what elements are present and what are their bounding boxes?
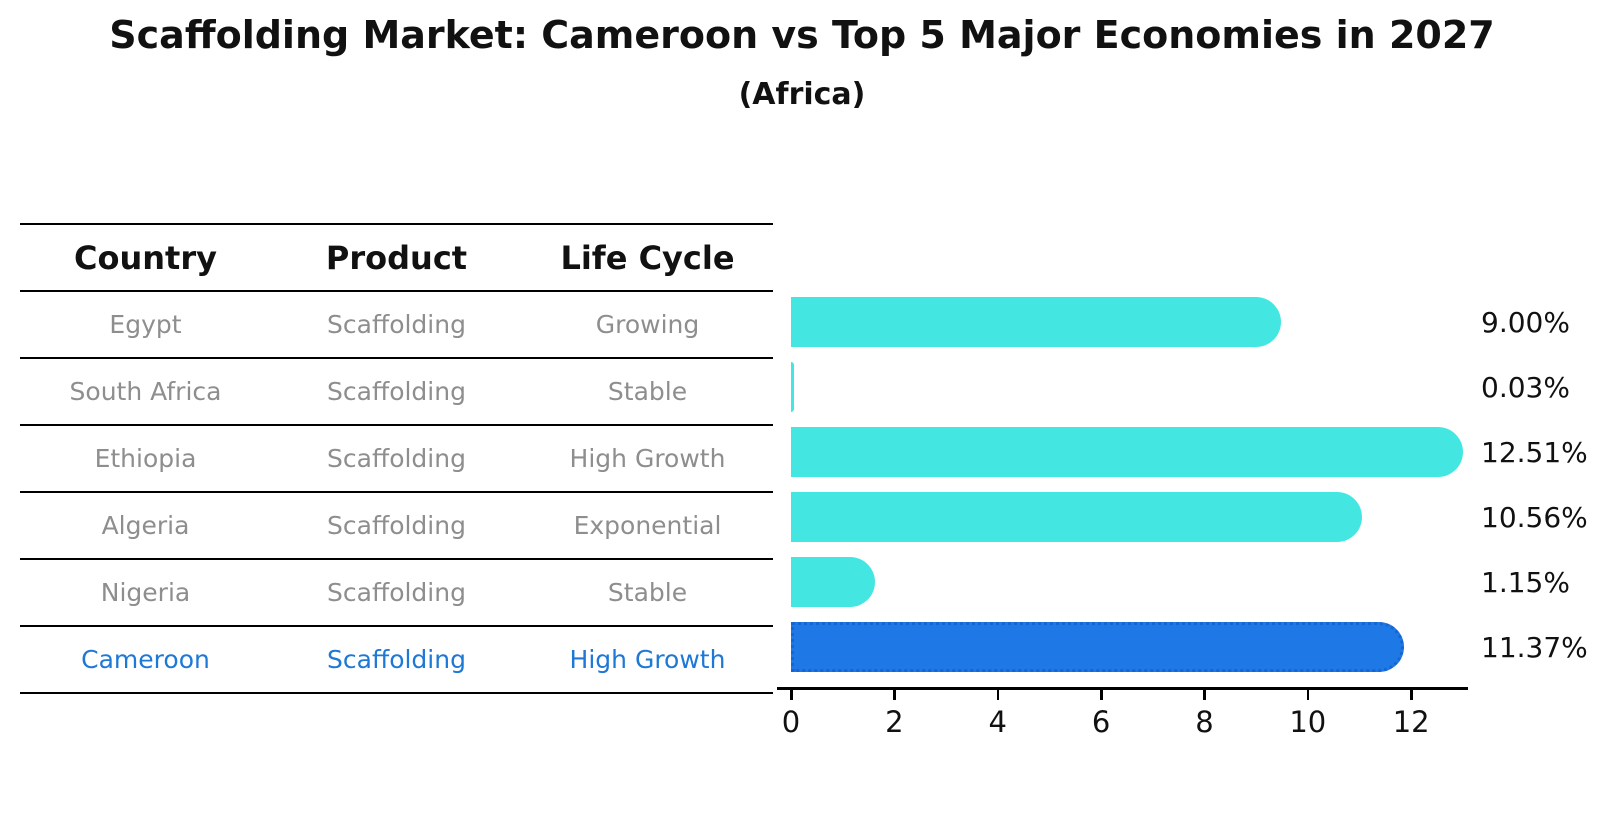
tick-label: 4 [988, 705, 1007, 739]
country-table: Country Product Life Cycle Egypt Scaffol… [20, 223, 773, 694]
column-header-country: Country [74, 238, 217, 277]
table-row-ethiopia: Ethiopia Scaffolding High Growth [20, 426, 773, 493]
country-cell: Nigeria [100, 578, 191, 607]
bar-row-nigeria [791, 550, 1468, 615]
x-axis-ticks: 0 2 4 6 8 10 12 [782, 689, 1468, 749]
bar-row-algeria [791, 485, 1468, 550]
value-label-ethiopia: 12.51% [1481, 436, 1588, 469]
product-cell: Scaffolding [327, 444, 466, 473]
product-cell: Scaffolding [327, 578, 466, 607]
product-cell: Scaffolding [327, 310, 466, 339]
value-label-algeria: 10.56% [1481, 501, 1588, 534]
life-cycle-cell: Stable [607, 377, 688, 406]
table-row-egypt: Egypt Scaffolding Growing [20, 292, 773, 359]
bar-south-africa [791, 362, 794, 412]
country-cell: Algeria [101, 511, 190, 540]
tick-mark [1203, 689, 1206, 700]
product-cell: Scaffolding [327, 645, 466, 674]
tick-mark [1410, 689, 1413, 700]
table-row-south-africa: South Africa Scaffolding Stable [20, 359, 773, 426]
life-cycle-cell: High Growth [569, 645, 726, 674]
tick-mark [893, 689, 896, 700]
tick-label: 8 [1195, 705, 1214, 739]
product-cell: Scaffolding [327, 377, 466, 406]
tick-label: 0 [781, 705, 801, 739]
tick-label: 12 [1392, 705, 1430, 739]
product-cell: Scaffolding [327, 511, 466, 540]
table-header-row: Country Product Life Cycle [20, 225, 773, 292]
tick-label: 6 [1091, 705, 1111, 739]
bar-ethiopia [791, 427, 1463, 477]
tick-mark [996, 689, 1000, 700]
life-cycle-cell: Exponential [573, 511, 722, 540]
tick-label: 10 [1289, 705, 1327, 739]
table-row-algeria: Algeria Scaffolding Exponential [20, 493, 773, 560]
column-header-life-cycle: Life Cycle [560, 238, 735, 277]
table-row-nigeria: Nigeria Scaffolding Stable [20, 560, 773, 627]
chart-title: Scaffolding Market: Cameroon vs Top 5 Ma… [109, 13, 1495, 57]
bar-algeria [791, 492, 1362, 542]
column-header-product: Product [325, 238, 468, 277]
bar-egypt [791, 297, 1282, 347]
tick-mark [1306, 689, 1310, 700]
bar-row-south-africa [791, 355, 1468, 420]
chart-subtitle: (Africa) [738, 77, 866, 112]
life-cycle-cell: High Growth [569, 444, 726, 473]
bar-row-cameroon [791, 615, 1468, 680]
bar-row-ethiopia [791, 420, 1468, 485]
life-cycle-cell: Stable [607, 578, 688, 607]
life-cycle-cell: Growing [595, 310, 700, 339]
tick-mark [1100, 689, 1103, 700]
country-cell: Ethiopia [94, 444, 197, 473]
table-row-cameroon: Cameroon Scaffolding High Growth [20, 627, 773, 694]
value-label-nigeria: 1.15% [1481, 566, 1570, 599]
x-axis-line [777, 687, 1468, 690]
value-label-cameroon: 11.37% [1481, 631, 1588, 664]
bar-plot-area [791, 290, 1468, 680]
bar-cameroon [791, 622, 1404, 672]
value-label-egypt: 9.00% [1481, 306, 1570, 339]
bar-row-egypt [791, 290, 1468, 355]
value-label-south-africa: 0.03% [1481, 371, 1570, 404]
tick-mark [790, 689, 793, 700]
country-cell: Cameroon [81, 645, 210, 674]
tick-label: 2 [885, 705, 904, 739]
country-cell: South Africa [69, 377, 222, 406]
country-cell: Egypt [109, 310, 182, 339]
bar-nigeria [791, 557, 876, 607]
